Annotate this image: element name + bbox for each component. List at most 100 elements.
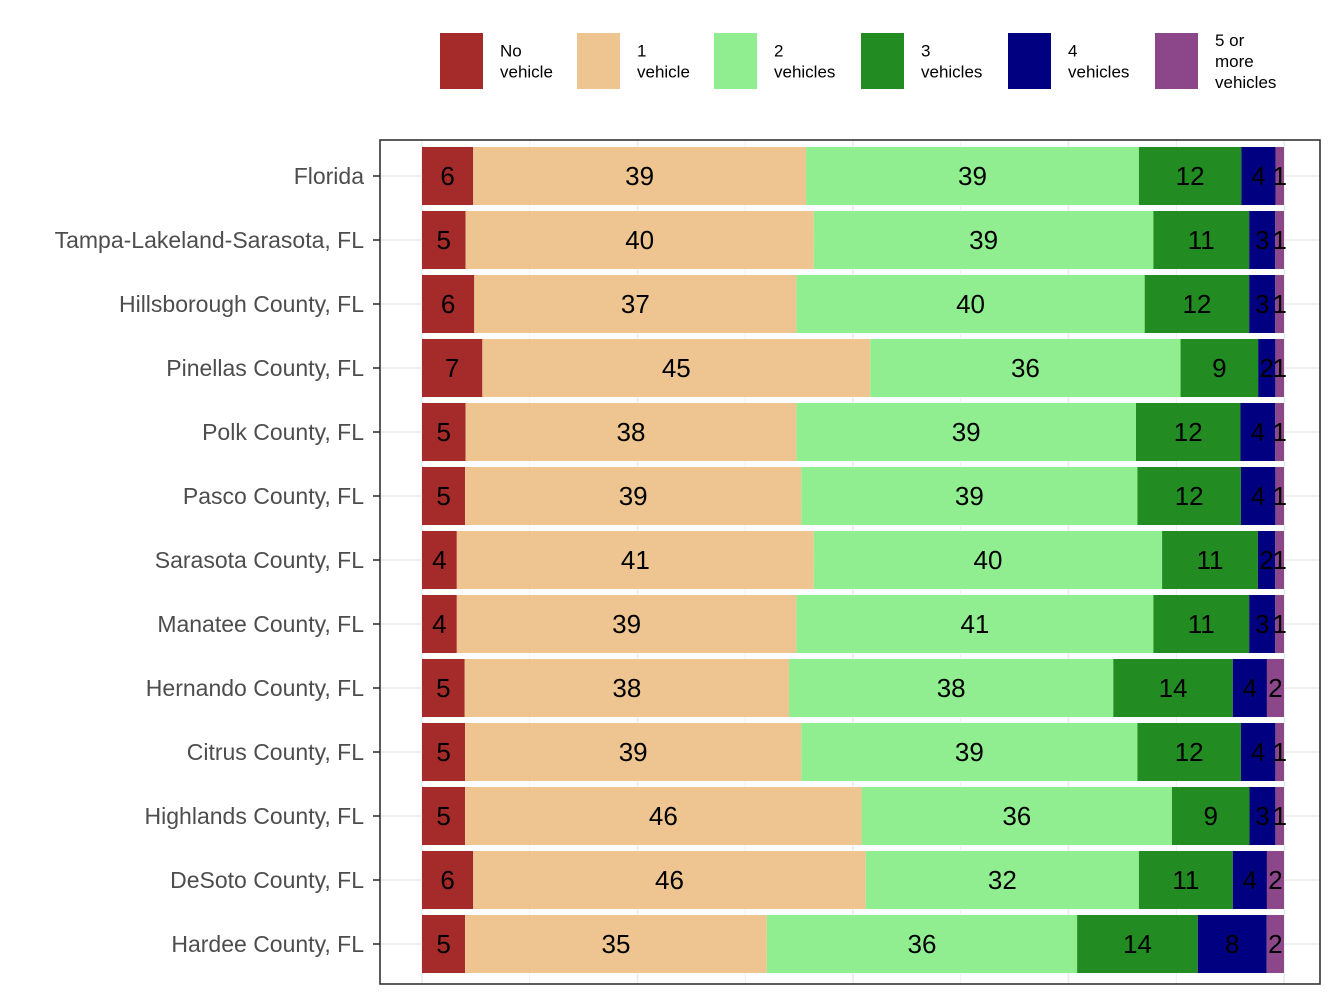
- data-label: 37: [621, 289, 650, 319]
- data-label: 3: [1255, 289, 1269, 319]
- bar-segment: [1137, 723, 1241, 781]
- legend-label: vehicles: [774, 63, 835, 82]
- data-label: 11: [1188, 609, 1215, 639]
- legend-swatch: [1155, 33, 1198, 89]
- bar-segment: [796, 275, 1145, 333]
- bar-segment: [1232, 851, 1267, 909]
- data-label: 39: [952, 417, 981, 447]
- legend-label: more: [1215, 52, 1254, 71]
- bar-segment: [1153, 211, 1250, 269]
- data-label: 11: [1196, 545, 1223, 575]
- legend-swatch: [1008, 33, 1051, 89]
- data-label: 41: [621, 545, 650, 575]
- data-label: 9: [1203, 801, 1217, 831]
- data-label: 2: [1268, 929, 1282, 959]
- data-label: 4: [432, 609, 446, 639]
- data-label: 12: [1175, 737, 1204, 767]
- plot-area: 6 39 39 12 4 15 40 39 11 3 16 37 40 12 3 17 45 36 9 215 38 39…: [379, 139, 1321, 985]
- bar-segment: [473, 851, 866, 909]
- bar-segment: [1275, 787, 1284, 845]
- bar-segment: [1249, 595, 1276, 653]
- bar-segment: [422, 211, 466, 269]
- data-label: 4: [1251, 417, 1265, 447]
- legend-item: 4 vehicles: [1008, 33, 1129, 89]
- data-label: 40: [956, 289, 985, 319]
- bar-segment: [465, 403, 797, 461]
- data-label: 41: [960, 609, 989, 639]
- bar-segment: [1113, 659, 1233, 717]
- bar-segment: [465, 467, 802, 525]
- data-label: 1: [1272, 481, 1286, 511]
- bar-segment: [464, 659, 789, 717]
- bar-segment: [465, 723, 802, 781]
- legend-label: 3: [921, 42, 930, 61]
- legend-label: 5 or: [1215, 31, 1245, 50]
- data-label: 2: [1268, 673, 1282, 703]
- data-label: 5: [436, 929, 450, 959]
- data-label: 40: [625, 225, 654, 255]
- bar-segment: [1266, 851, 1284, 909]
- data-label: 8: [1225, 929, 1239, 959]
- bar-segment: [1240, 467, 1276, 525]
- data-label: 2: [1260, 353, 1274, 383]
- bar-segment: [456, 595, 797, 653]
- data-label: 6: [441, 289, 455, 319]
- bar-segment: [801, 467, 1138, 525]
- bar-segment: [870, 339, 1181, 397]
- data-label: 46: [649, 801, 678, 831]
- panel-border: [379, 139, 1321, 985]
- bar-segment: [806, 147, 1139, 205]
- bar-segment: [1197, 915, 1267, 973]
- data-label: 5: [436, 481, 450, 511]
- data-label: 4: [1251, 161, 1265, 191]
- legend-swatch: [861, 33, 904, 89]
- data-label: 6: [440, 161, 454, 191]
- legend-item: No vehicle: [440, 33, 553, 89]
- bar-segment: [422, 851, 474, 909]
- data-label: 38: [612, 673, 641, 703]
- data-label: 36: [907, 929, 936, 959]
- bar-segment: [1275, 211, 1284, 269]
- bar-segment: [1137, 467, 1241, 525]
- bar-segment: [813, 211, 1154, 269]
- bar-segment: [796, 595, 1154, 653]
- data-label: 39: [955, 737, 984, 767]
- data-label: 1: [1272, 737, 1286, 767]
- data-label: 4: [1251, 737, 1265, 767]
- bar-segment: [788, 659, 1114, 717]
- data-label: 12: [1174, 417, 1203, 447]
- category-label: Sarasota County, FL: [155, 547, 364, 573]
- bar-segment: [422, 531, 457, 589]
- data-label: 1: [1272, 353, 1286, 383]
- legend-item: 1 vehicle: [577, 33, 690, 89]
- bar-segment: [1266, 659, 1284, 717]
- bar-segment: [766, 915, 1078, 973]
- bar-segment: [422, 659, 465, 717]
- bar-segment: [422, 403, 466, 461]
- legend-item: 3 vehicles: [861, 33, 982, 89]
- bar-segment: [1258, 339, 1276, 397]
- bar-segment: [1275, 275, 1284, 333]
- data-label: 40: [973, 545, 1002, 575]
- data-label: 39: [612, 609, 641, 639]
- data-label: 5: [437, 225, 451, 255]
- data-label: 45: [662, 353, 691, 383]
- data-label: 12: [1176, 161, 1205, 191]
- bar-segment: [1266, 915, 1284, 973]
- bar-segment: [1275, 467, 1284, 525]
- data-label: 38: [937, 673, 966, 703]
- legend-label: vehicles: [1068, 63, 1129, 82]
- data-label: 5: [437, 417, 451, 447]
- data-label: 39: [969, 225, 998, 255]
- legend-item: 2 vehicles: [714, 33, 835, 89]
- legend-label: 2: [774, 42, 783, 61]
- legend-swatch: [577, 33, 620, 89]
- bar-segment: [796, 403, 1136, 461]
- bar-segment: [482, 339, 871, 397]
- data-label: 35: [601, 929, 630, 959]
- data-label: 7: [445, 353, 459, 383]
- data-label: 39: [625, 161, 654, 191]
- bar-segment: [813, 531, 1163, 589]
- bar-segment: [1077, 915, 1198, 973]
- data-label: 3: [1255, 225, 1269, 255]
